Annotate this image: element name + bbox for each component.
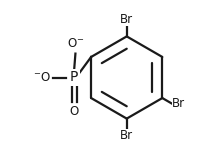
Text: O: O	[70, 105, 79, 118]
Text: $^{-}$O: $^{-}$O	[33, 71, 51, 84]
Text: O$^{-}$: O$^{-}$	[68, 37, 85, 50]
Text: P: P	[70, 71, 78, 84]
Text: Br: Br	[172, 97, 186, 110]
Text: Br: Br	[120, 13, 133, 26]
Text: Br: Br	[120, 129, 133, 142]
